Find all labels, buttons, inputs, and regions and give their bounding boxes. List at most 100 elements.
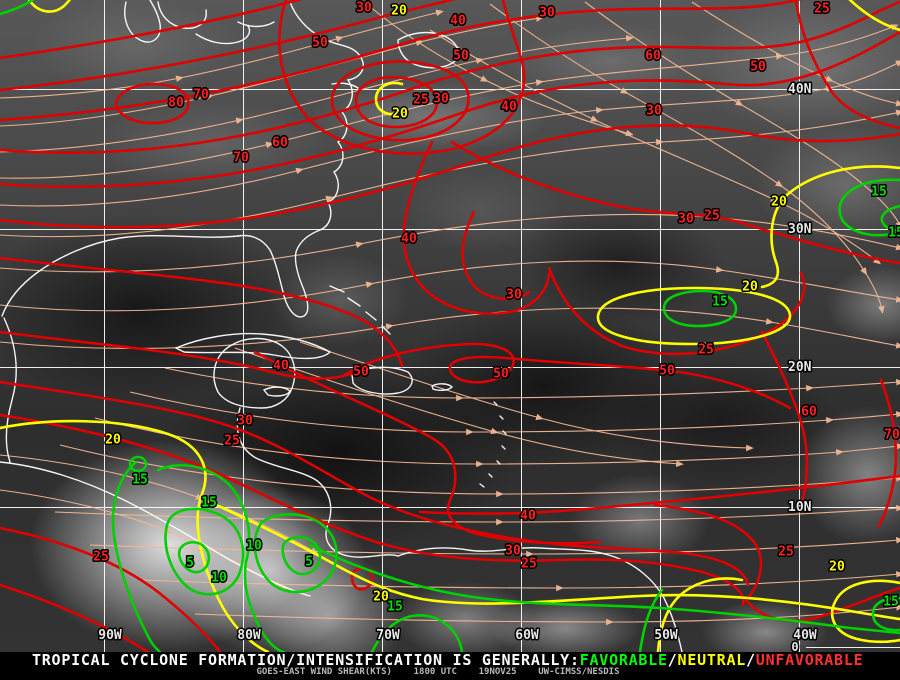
shear-contour-red-8	[0, 256, 404, 368]
contour-label-15-24: 15	[888, 226, 900, 241]
contour-label-20-36: 20	[105, 433, 121, 448]
coastline-5	[397, 31, 460, 69]
contour-label-20-50: 20	[829, 560, 845, 575]
shear-contour-green-12	[370, 613, 464, 652]
contour-label-25-3: 25	[814, 2, 830, 17]
contour-label-40-5: 40	[450, 14, 466, 29]
lon-label-80W: 80W	[237, 628, 261, 643]
coastline-6	[331, 82, 359, 89]
streamline-11	[0, 213, 900, 273]
neutral-label: NEUTRAL	[677, 651, 747, 669]
lat-label-40N: 40N	[788, 82, 812, 97]
contour-label-25-46: 25	[521, 557, 537, 572]
shear-contour-green-10	[281, 535, 322, 576]
streamline-24	[0, 489, 289, 593]
contour-label-15-23: 15	[871, 185, 887, 200]
contour-label-50-4: 50	[312, 36, 328, 51]
shear-contour-yellow-5	[0, 419, 270, 652]
lon-label-90W: 90W	[98, 628, 122, 643]
contour-label-40-9: 40	[501, 100, 517, 115]
coastline-19	[479, 401, 507, 488]
shear-contour-red-4	[0, 0, 900, 155]
shear-contour-red-12	[402, 140, 551, 315]
streamline-7	[584, 1, 900, 230]
shear-contour-green-8	[177, 540, 211, 574]
contour-label-40-18: 40	[401, 232, 417, 247]
shear-contour-red-26	[0, 583, 150, 652]
shear-contour-red-15	[547, 266, 806, 356]
contour-label-25-33: 25	[224, 434, 240, 449]
equator-label: 0	[791, 640, 798, 652]
streamline-25	[0, 454, 319, 554]
contour-label-15-26: 15	[712, 295, 728, 310]
streamline-2	[0, 35, 634, 153]
streamline-22	[234, 347, 684, 468]
shear-contour-red-18	[253, 350, 602, 545]
shear-contour-red-17	[877, 378, 898, 528]
coastline-15	[351, 366, 413, 395]
contour-label-15-48: 15	[387, 600, 403, 615]
contour-label-50-30: 50	[493, 367, 509, 382]
shear-contour-red-2	[0, 0, 803, 122]
contour-label-5-42: 5	[305, 555, 313, 570]
shear-contour-red-22	[0, 413, 745, 607]
shear-contour-red-20	[343, 342, 792, 410]
coastline-13	[397, 546, 683, 652]
contour-label-50-8: 50	[750, 60, 766, 75]
contour-label-25-43: 25	[93, 550, 109, 565]
shear-contour-green-9	[253, 512, 338, 594]
unfavorable-label: UNFAVORABLE	[755, 651, 864, 669]
contour-label-30-0: 30	[356, 1, 372, 16]
shear-contour-green-3	[662, 289, 738, 328]
coastline-16	[262, 386, 291, 397]
lat-label-20N: 20N	[788, 360, 812, 375]
shear-contour-green-6	[111, 460, 162, 652]
lat-label-30N: 30N	[788, 222, 812, 237]
shear-contour-yellow-2	[374, 81, 404, 116]
statement-prefix: TROPICAL CYCLONE FORMATION/INTENSIFICATI…	[32, 651, 580, 669]
coastline-18	[329, 285, 391, 335]
shear-contour-red-27	[350, 567, 374, 591]
caption-bar: TROPICAL CYCLONE FORMATION/INTENSIFICATI…	[0, 652, 900, 680]
shear-contour-red-6	[794, 0, 900, 130]
contour-label-70-15: 70	[193, 88, 209, 103]
contour-label-30-45: 30	[505, 544, 521, 559]
shear-contour-green-2	[880, 204, 900, 232]
contour-label-25-27: 25	[698, 343, 714, 358]
favorable-label: FAVORABLE	[579, 651, 668, 669]
shear-contour-yellow-8	[656, 577, 744, 652]
streamline-10	[367, 4, 634, 137]
lat-label-10N: 10N	[788, 500, 812, 515]
contour-label-30-20: 30	[678, 212, 694, 227]
contour-label-15-51: 15	[883, 595, 899, 610]
contour-label-50-31: 50	[659, 364, 675, 379]
contour-label-15-38: 15	[201, 496, 217, 511]
shear-contour-red-13	[461, 210, 531, 301]
shear-contour-red-7	[0, 124, 900, 229]
streamline-12	[0, 260, 900, 312]
grid-labels-group: 90W 80W 70W 60W 50W 40W 40N 30N 20N 10N 0	[97, 81, 819, 653]
lon-label-50W: 50W	[654, 628, 678, 643]
coastline-17	[431, 383, 453, 392]
shear-contour-yellow-3	[760, 165, 900, 289]
lon-label-60W: 60W	[515, 628, 539, 643]
contour-label-15-37: 15	[132, 473, 148, 488]
streamline-23	[299, 341, 754, 452]
contour-label-60-34: 60	[801, 405, 817, 420]
contour-label-50-29: 50	[353, 365, 369, 380]
shear-contour-red-16	[760, 330, 809, 508]
shear-contour-green-1	[838, 178, 900, 237]
shear-contour-green-14	[871, 596, 900, 632]
contour-label-20-1: 20	[391, 4, 407, 19]
lon-label-40W: 40W	[793, 628, 817, 643]
shear-contour-yellow-4	[596, 286, 792, 346]
contours-red-group	[0, 0, 900, 652]
streamline-20	[139, 571, 900, 592]
streamline-17	[59, 444, 900, 498]
coastline-8	[1, 234, 239, 317]
streamline-8	[691, 1, 900, 107]
contour-label-25-21: 25	[704, 209, 720, 224]
coastlines-group	[0, 0, 683, 652]
